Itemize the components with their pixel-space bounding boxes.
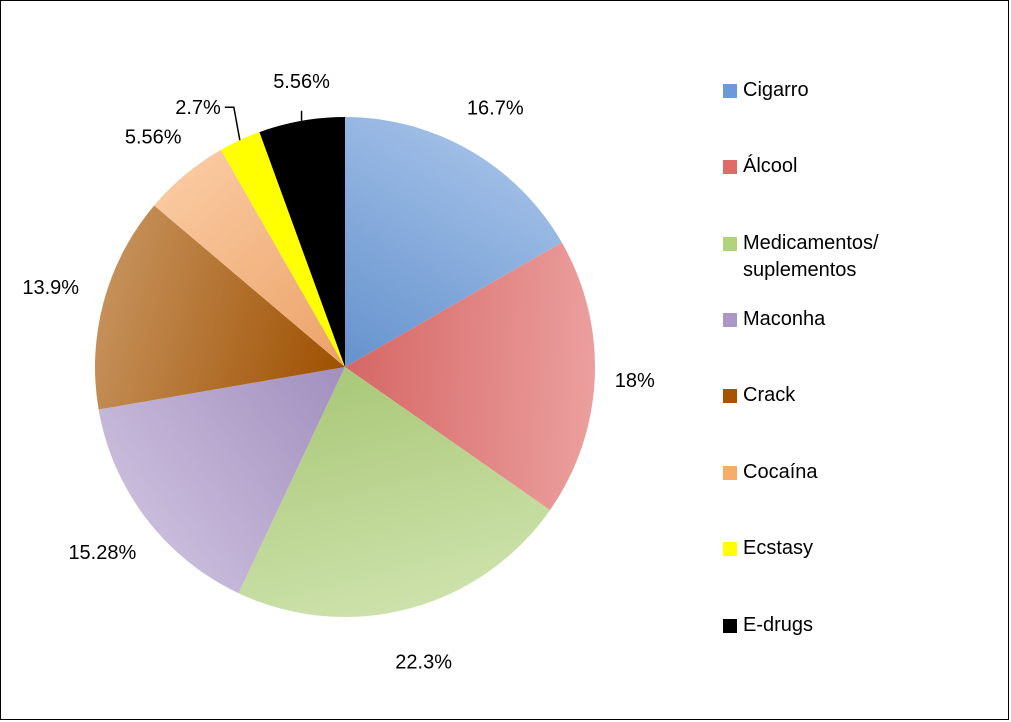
data-label-medicamentos-suplementos: 22.3%: [395, 652, 452, 674]
legend-swatch: [723, 84, 737, 98]
data-label-alcool: 18%: [615, 370, 655, 392]
pie-slice-maconha: [98, 367, 345, 594]
leader-line-ecstasy: [224, 106, 241, 141]
legend-label: Medicamentos/ suplementos: [743, 232, 879, 281]
pie-slice-cigarro: [345, 117, 562, 367]
pie-slice-crack: [95, 205, 346, 410]
legend-swatch: [723, 160, 737, 174]
legend-item-ecstasy: Ecstasy: [723, 535, 813, 562]
legend-item-medicamentos-suplementos: Medicamentos/ suplementos: [723, 230, 879, 284]
legend-label: Álcool: [743, 155, 798, 177]
pie-slice-alcool: [345, 242, 595, 511]
legend-swatch: [723, 542, 737, 556]
data-label-e-drugs: 5.56%: [273, 71, 330, 93]
legend-item-e-drugs: E-drugs: [723, 612, 813, 639]
legend-swatch: [723, 237, 737, 251]
data-labels: 16.7% 18% 22.3% 15.28% 13.9% 5.56% 2.7% 5.56%: [22, 71, 655, 674]
data-label-cocaina: 5.56%: [125, 126, 182, 148]
legend-swatch: [723, 466, 737, 480]
legend-item-cigarro: Cigarro: [723, 77, 809, 104]
legend-label: Maconha: [743, 308, 826, 330]
legend-swatch: [723, 389, 737, 403]
pie-slices: [95, 117, 595, 617]
legend-swatch: [723, 619, 737, 633]
leader-lines: [224, 106, 303, 141]
legend-label: Cigarro: [743, 79, 809, 101]
legend-item-crack: Crack: [723, 382, 795, 409]
legend-item-maconha: Maconha: [723, 306, 825, 333]
pie-slice-e-drugs: [259, 117, 345, 367]
pie-slice-cocaina: [154, 149, 345, 367]
legend-label: E-drugs: [743, 614, 814, 636]
data-label-ecstasy: 2.7%: [175, 97, 221, 119]
data-label-maconha: 15.28%: [68, 542, 136, 564]
pie-slice-ecstasy: [220, 132, 345, 367]
legend-swatch: [723, 313, 737, 327]
legend-item-alcool: Álcool: [723, 153, 797, 180]
legend-item-cocaina: Cocaína: [723, 459, 818, 486]
data-label-crack: 13.9%: [22, 277, 79, 299]
data-label-cigarro: 16.7%: [467, 97, 524, 119]
pie-slice-medicamentos-suplementos: [238, 367, 550, 617]
legend-label: Cocaína: [743, 461, 818, 483]
legend-label: Ecstasy: [743, 537, 814, 559]
legend-label: Crack: [743, 384, 796, 406]
